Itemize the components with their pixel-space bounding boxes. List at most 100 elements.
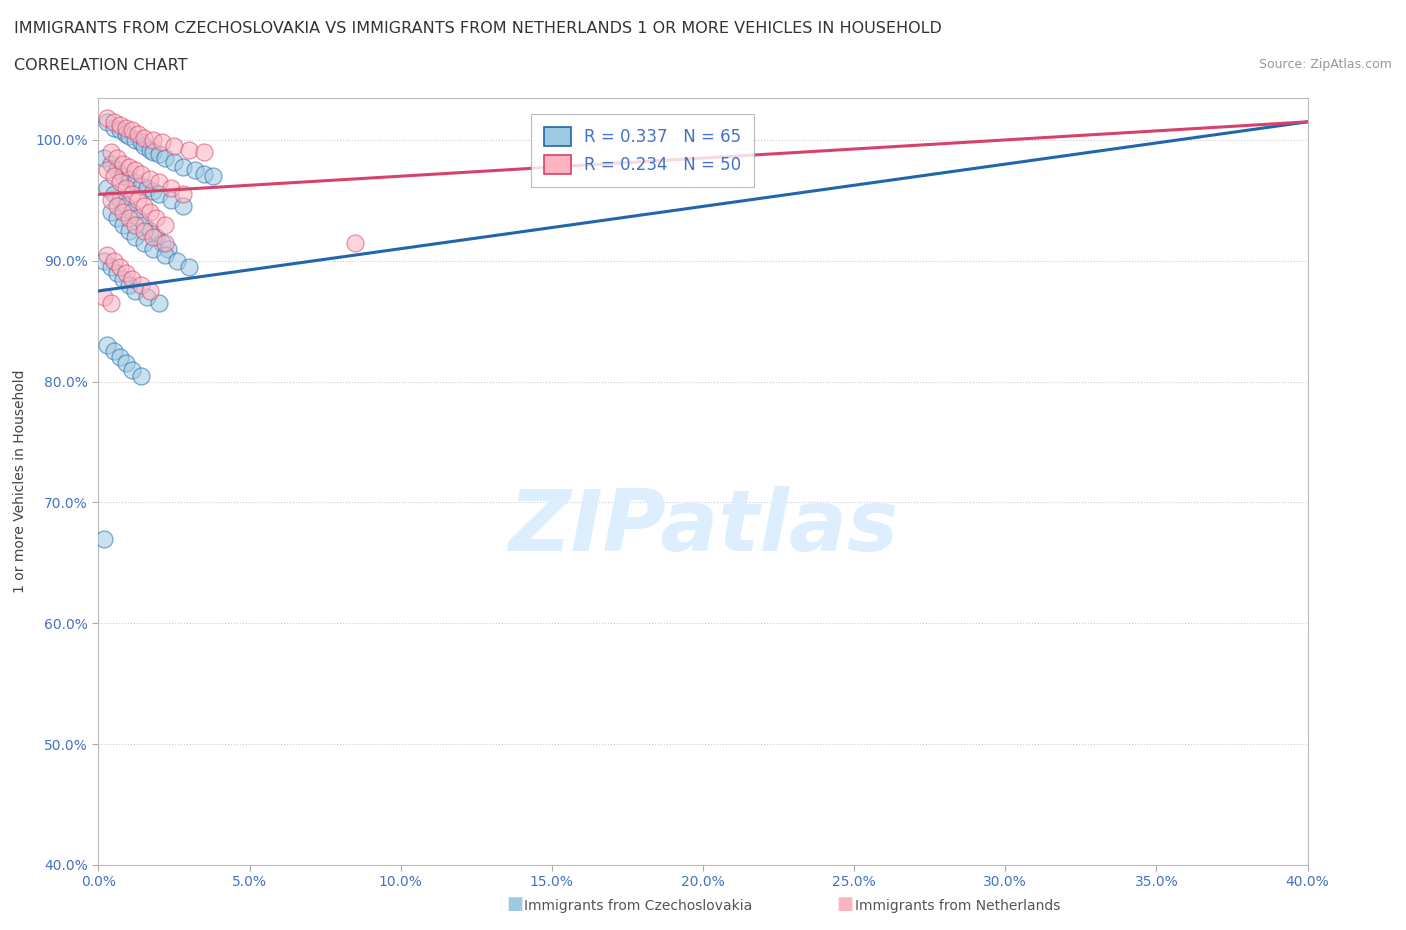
Point: [142, 132, 165, 147]
Point: [105, 211, 128, 226]
Point: [93, 151, 115, 166]
Point: [105, 163, 128, 178]
Point: [93, 253, 115, 268]
Point: [111, 168, 134, 183]
Point: [129, 166, 152, 181]
Point: [163, 154, 186, 169]
Point: [93, 289, 115, 304]
Legend: R = 0.337   N = 65, R = 0.234   N = 50: R = 0.337 N = 65, R = 0.234 N = 50: [530, 113, 755, 187]
Point: [139, 171, 162, 186]
Point: [184, 163, 207, 178]
Point: [103, 168, 125, 183]
Point: [118, 223, 141, 238]
Point: [129, 179, 152, 193]
Y-axis label: 1 or more Vehicles in Household: 1 or more Vehicles in Household: [13, 369, 27, 593]
Text: ■: ■: [837, 896, 853, 913]
Point: [108, 123, 131, 138]
Point: [129, 135, 152, 150]
Point: [344, 235, 367, 250]
Point: [103, 253, 125, 268]
Point: [114, 126, 136, 141]
Text: ■: ■: [506, 896, 523, 913]
Point: [127, 211, 149, 226]
Point: [172, 187, 194, 202]
Point: [139, 284, 162, 299]
Point: [118, 171, 141, 186]
Point: [172, 159, 194, 174]
Point: [96, 180, 118, 195]
Point: [135, 180, 157, 195]
Point: [166, 253, 188, 268]
Point: [108, 193, 131, 207]
Point: [145, 211, 167, 226]
Point: [100, 259, 122, 274]
Point: [179, 259, 201, 274]
Point: [96, 114, 118, 129]
Point: [145, 229, 167, 244]
Point: [153, 235, 176, 250]
Point: [108, 175, 131, 190]
Point: [100, 193, 122, 207]
Point: [114, 120, 136, 135]
Point: [103, 187, 125, 202]
Point: [111, 272, 134, 286]
Text: Immigrants from Czechoslovakia: Immigrants from Czechoslovakia: [524, 899, 752, 913]
Point: [142, 241, 165, 256]
Point: [142, 183, 165, 198]
Point: [121, 205, 143, 219]
Point: [172, 199, 194, 214]
Point: [96, 163, 118, 178]
Point: [124, 175, 146, 190]
Point: [193, 144, 215, 159]
Point: [114, 356, 136, 371]
Point: [114, 265, 136, 280]
Point: [108, 259, 131, 274]
Point: [156, 241, 179, 256]
Point: [163, 139, 186, 153]
Point: [127, 193, 149, 207]
Point: [114, 199, 136, 214]
Point: [103, 120, 125, 135]
Text: CORRELATION CHART: CORRELATION CHART: [14, 58, 187, 73]
Text: IMMIGRANTS FROM CZECHOSLOVAKIA VS IMMIGRANTS FROM NETHERLANDS 1 OR MORE VEHICLES: IMMIGRANTS FROM CZECHOSLOVAKIA VS IMMIGR…: [14, 21, 942, 36]
Point: [105, 199, 128, 214]
Point: [139, 223, 162, 238]
Point: [179, 142, 201, 157]
Point: [100, 144, 122, 159]
Point: [96, 111, 118, 126]
Point: [153, 151, 176, 166]
Point: [100, 296, 122, 311]
Point: [124, 284, 146, 299]
Point: [111, 156, 134, 171]
Text: Immigrants from Netherlands: Immigrants from Netherlands: [855, 899, 1060, 913]
Point: [132, 217, 155, 232]
Point: [103, 114, 125, 129]
Point: [132, 223, 155, 238]
Text: ZIPatlas: ZIPatlas: [508, 485, 898, 569]
Point: [129, 368, 152, 383]
Point: [118, 129, 141, 144]
Point: [160, 193, 183, 207]
Point: [132, 139, 155, 153]
Point: [127, 126, 149, 141]
Point: [132, 130, 155, 145]
Point: [142, 229, 165, 244]
Point: [150, 135, 173, 150]
Point: [129, 277, 152, 292]
Point: [124, 163, 146, 178]
Point: [111, 217, 134, 232]
Point: [96, 338, 118, 352]
Point: [160, 180, 183, 195]
Point: [121, 362, 143, 377]
Point: [114, 180, 136, 195]
Point: [121, 272, 143, 286]
Text: Source: ZipAtlas.com: Source: ZipAtlas.com: [1258, 58, 1392, 71]
Point: [111, 205, 134, 219]
Point: [118, 159, 141, 174]
Point: [96, 247, 118, 262]
Point: [108, 350, 131, 365]
Point: [148, 147, 170, 162]
Point: [132, 199, 155, 214]
Point: [202, 168, 225, 183]
Point: [153, 217, 176, 232]
